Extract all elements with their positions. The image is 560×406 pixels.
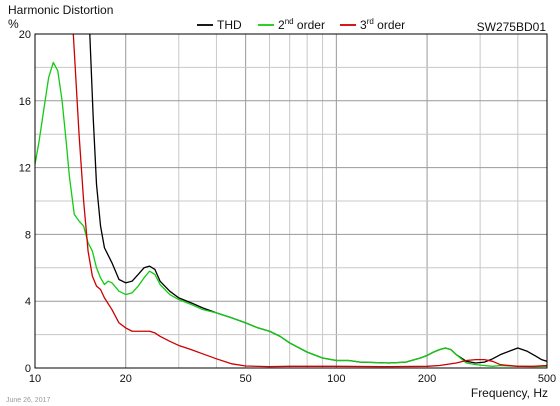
series-line-2nd-order xyxy=(35,61,547,368)
date-label: June 26, 2017 xyxy=(6,397,50,404)
legend-label: 2nd order xyxy=(278,17,325,32)
x-tick-label: 20 xyxy=(120,373,132,385)
x-tick-label: 10 xyxy=(29,373,41,385)
axis-ticks: 0 4 8 12 16 20 10 20 50 100 200 500 xyxy=(19,29,556,385)
series-lines xyxy=(35,34,547,368)
series-line-3rd-order xyxy=(72,34,547,368)
y-tick-label: 20 xyxy=(19,29,31,41)
model-label: SW275BD01 xyxy=(477,20,547,34)
y-tick-label: 0 xyxy=(25,363,31,375)
legend-label: 3rd order xyxy=(360,17,405,32)
y-tick-label: 8 xyxy=(25,229,31,241)
grid xyxy=(35,34,547,368)
x-tick-label: 200 xyxy=(418,373,436,385)
x-tick-label: 50 xyxy=(240,373,252,385)
chart-title: Harmonic Distortion xyxy=(8,3,113,17)
x-axis-label: Frequency, Hz xyxy=(471,386,548,400)
x-tick-label: 500 xyxy=(538,373,556,385)
y-tick-label: 16 xyxy=(19,96,31,108)
plot-frame xyxy=(34,33,548,369)
y-axis-label: % xyxy=(8,17,19,31)
series-line-thd xyxy=(89,34,547,364)
y-tick-label: 4 xyxy=(25,296,31,308)
x-tick-label: 100 xyxy=(327,373,345,385)
y-tick-label: 12 xyxy=(19,163,31,175)
legend-label: THD xyxy=(217,18,242,32)
legend: THD 2nd order 3rd order xyxy=(197,17,405,32)
